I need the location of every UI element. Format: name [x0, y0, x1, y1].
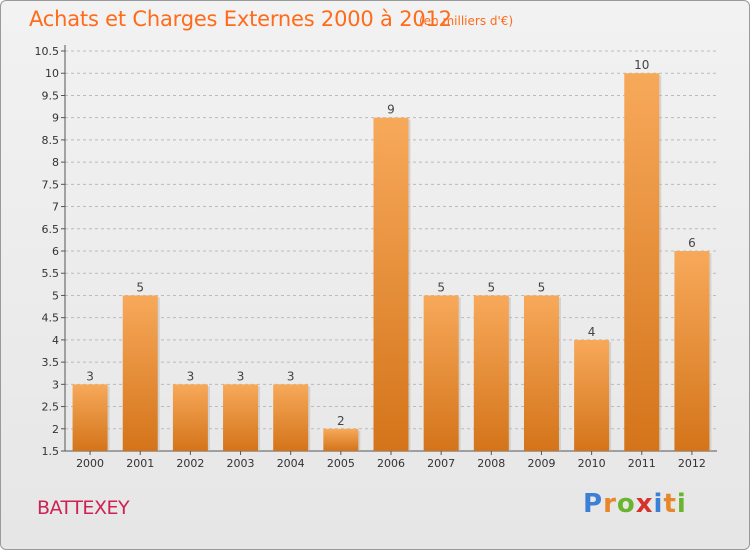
- bar: [72, 384, 108, 451]
- y-tick-label: 4.5: [42, 312, 60, 325]
- y-tick-label: 5: [52, 289, 59, 302]
- y-tick-label: 7.5: [42, 178, 60, 191]
- bar: [273, 384, 309, 451]
- y-tick-label: 1.5: [42, 445, 60, 458]
- bar: [674, 251, 710, 451]
- bar: [223, 384, 259, 451]
- data-label: 5: [487, 280, 495, 294]
- x-tick-label: 2010: [578, 457, 606, 470]
- x-tick-label: 2005: [327, 457, 355, 470]
- data-label: 3: [86, 369, 94, 383]
- y-tick-label: 6: [52, 245, 59, 258]
- y-tick-label: 10.5: [35, 45, 60, 58]
- x-tick-label: 2001: [126, 457, 154, 470]
- bar: [574, 339, 610, 451]
- y-tick-label: 9: [52, 112, 59, 125]
- y-tick-label: 8.5: [42, 134, 60, 147]
- x-tick-label: 2011: [628, 457, 656, 470]
- logo-letter: i: [653, 489, 664, 519]
- data-label: 4: [588, 325, 596, 339]
- logo-letter: i: [676, 489, 687, 519]
- x-tick-label: 2004: [277, 457, 305, 470]
- data-label: 3: [237, 369, 245, 383]
- y-tick-label: 7: [52, 201, 59, 214]
- logo-letter: r: [603, 489, 617, 519]
- y-tick-label: 3.5: [42, 356, 60, 369]
- chart-title: Achats et Charges Externes 2000 à 2012: [29, 7, 452, 31]
- x-tick-label: 2000: [76, 457, 104, 470]
- bar: [172, 384, 208, 451]
- y-tick-label: 10: [45, 67, 59, 80]
- chart-subtitle: (en milliers d'€): [419, 14, 514, 28]
- bar: [323, 428, 359, 451]
- bar: [523, 295, 559, 451]
- data-label: 3: [187, 369, 195, 383]
- logo-letter: P: [583, 489, 604, 519]
- y-tick-label: 9.5: [42, 89, 60, 102]
- bar: [122, 295, 158, 451]
- x-tick-label: 2008: [477, 457, 505, 470]
- y-tick-label: 6.5: [42, 223, 60, 236]
- place-name: BATTEXEY: [37, 497, 130, 519]
- y-tick-label: 2: [52, 423, 59, 436]
- proxiti-logo[interactable]: Proxiti: [583, 489, 687, 519]
- bar: [473, 295, 509, 451]
- x-tick-label: 2007: [427, 457, 455, 470]
- bar: [373, 117, 409, 452]
- data-label: 5: [538, 280, 546, 294]
- data-label: 5: [136, 280, 144, 294]
- x-tick-label: 2012: [678, 457, 706, 470]
- logo-letter: o: [616, 489, 636, 519]
- x-tick-label: 2006: [377, 457, 405, 470]
- y-tick-label: 3: [52, 378, 59, 391]
- y-tick-label: 8: [52, 156, 59, 169]
- data-label: 5: [437, 280, 445, 294]
- x-tick-label: 2002: [176, 457, 204, 470]
- logo-letter: t: [663, 489, 677, 519]
- y-tick-label: 4: [52, 334, 59, 347]
- bar: [423, 295, 459, 451]
- data-label: 10: [634, 58, 649, 72]
- data-label: 6: [688, 236, 696, 250]
- y-tick-label: 5.5: [42, 267, 60, 280]
- data-label: 3: [287, 369, 295, 383]
- data-label: 9: [387, 103, 395, 117]
- x-tick-label: 2009: [527, 457, 555, 470]
- data-label: 2: [337, 414, 345, 428]
- x-tick-label: 2003: [227, 457, 255, 470]
- logo-letter: x: [635, 489, 654, 519]
- bar: [624, 73, 660, 451]
- y-tick-label: 2.5: [42, 401, 60, 414]
